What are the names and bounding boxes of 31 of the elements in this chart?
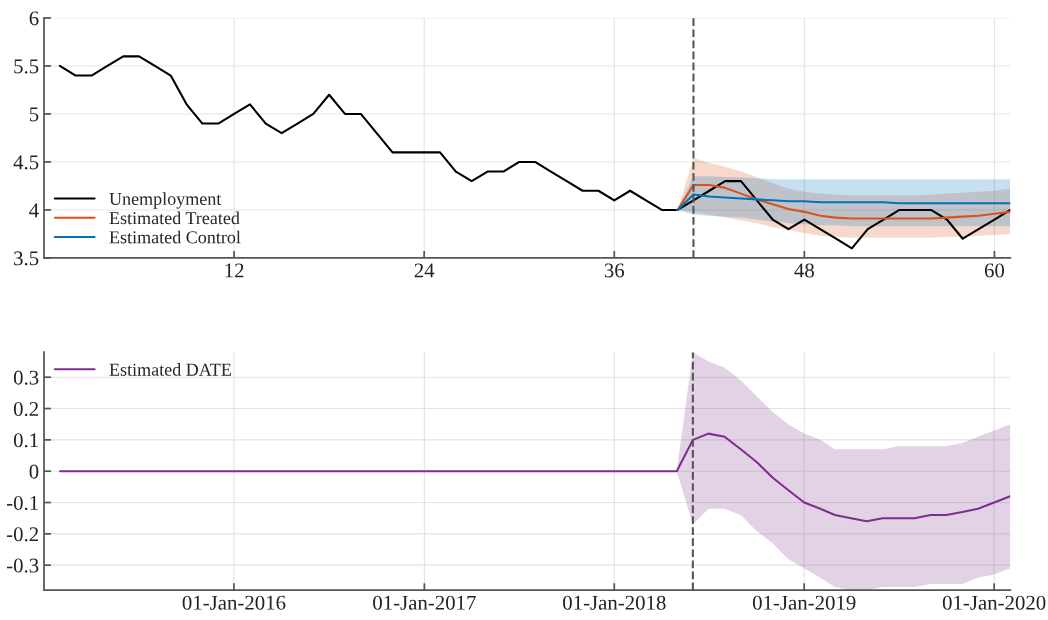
line-series [676, 183, 1011, 220]
line-series [59, 432, 1011, 523]
legend-label: Unemployment [109, 192, 222, 209]
y-tick-label: 0.2 [13, 401, 39, 417]
y-tick-label: 0.1 [13, 433, 38, 448]
y-tick-label: 5.5 [14, 59, 39, 74]
y-tick-label: 5 [29, 107, 39, 122]
y-tick-label: -0.2 [6, 527, 39, 542]
x-tick-label: 24 [414, 263, 435, 278]
x-tick-label: 60 [984, 263, 1005, 278]
y-tick-label: 4.5 [13, 155, 39, 170]
x-tick-label: 01-Jan-2017 [373, 595, 476, 610]
x-tick-label: 12 [225, 263, 244, 278]
x-tick-label: 36 [604, 263, 625, 278]
x-tick-label: 01-Jan-2020 [942, 595, 1046, 610]
legend-label: Estimated Control [109, 230, 241, 244]
y-tick-label: 4 [29, 203, 39, 218]
line-series [58, 55, 1011, 250]
x-tick-label: 01-Jan-2019 [752, 595, 856, 610]
legend-label: Estimated Treated [109, 211, 240, 225]
y-tick-label: 3.5 [14, 251, 39, 266]
y-tick-label: 0.3 [13, 370, 39, 385]
y-tick-label: 6 [29, 11, 39, 26]
line-series [676, 193, 1011, 211]
legend-label: Estimated DATE [109, 363, 231, 376]
x-tick-label: 01-Jan-2018 [563, 595, 666, 610]
y-tick-label: -0.3 [6, 558, 39, 573]
x-tick-label: 01-Jan-2016 [182, 595, 286, 610]
x-tick-label: 48 [794, 263, 814, 278]
y-tick-label: -0.1 [6, 495, 38, 511]
y-tick-label: 0 [29, 464, 39, 479]
